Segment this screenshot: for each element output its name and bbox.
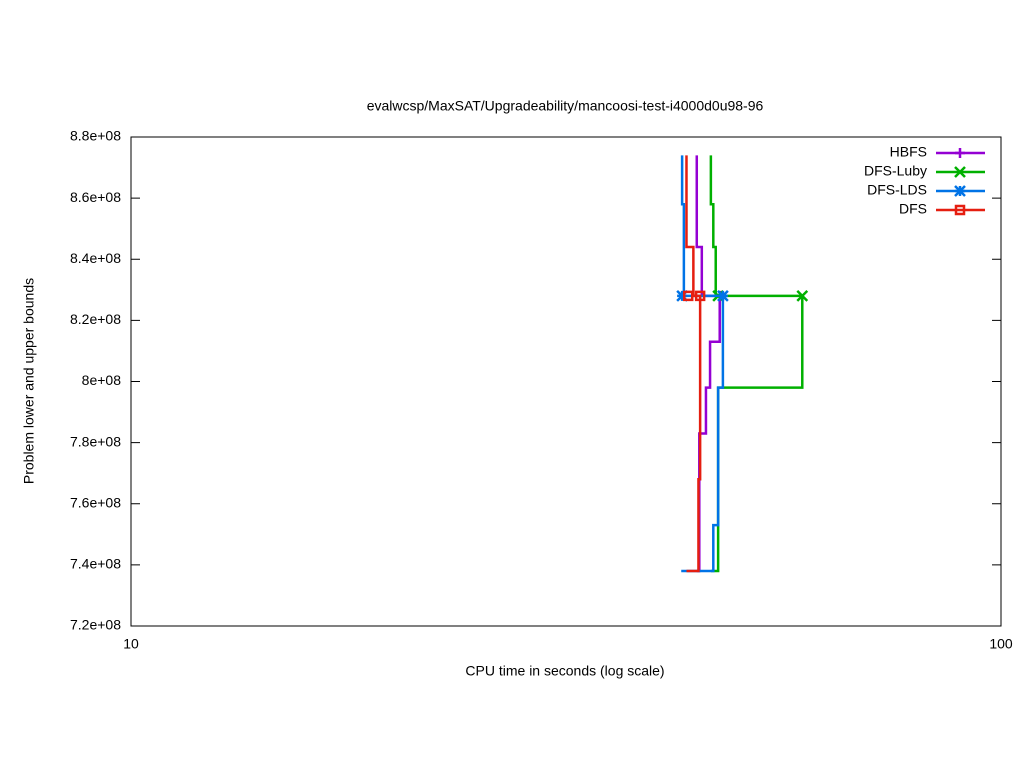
y-tick-label: 7.6e+08 [70,494,121,510]
y-tick-label: 7.8e+08 [70,433,121,449]
marker [954,185,966,197]
marker [717,290,729,302]
marker [682,290,694,302]
y-tick-label: 7.2e+08 [70,617,121,633]
x-tick-label: 100 [989,636,1013,652]
series-line [709,155,804,573]
y-tick-label: 8.6e+08 [70,189,121,205]
legend-label: DFS-Luby [864,163,927,179]
marker [796,290,809,302]
y-tick-label: 8.4e+08 [70,250,121,266]
x-tick-label: 10 [123,636,139,652]
y-tick-label: 7.4e+08 [70,556,121,572]
marker [955,148,965,158]
marker [954,166,966,178]
legend-label: DFS-LDS [867,182,927,198]
marker [676,290,689,302]
x-axis-label: CPU time in seconds (log scale) [465,663,664,679]
y-tick-label: 8.8e+08 [70,128,121,144]
plot-border [130,136,1002,627]
legend-label: DFS [899,201,927,217]
y-tick-label: 8.2e+08 [70,311,121,327]
series-line [680,155,725,573]
marker [954,204,966,216]
series-line [685,155,702,573]
marker [694,290,706,302]
chart-title: evalwcsp/MaxSAT/Upgradeability/mancoosi-… [367,98,764,114]
y-tick-label: 8e+08 [82,372,122,388]
legend-label: HBFS [890,144,927,160]
y-axis-label: Problem lower and upper bounds [21,278,37,484]
